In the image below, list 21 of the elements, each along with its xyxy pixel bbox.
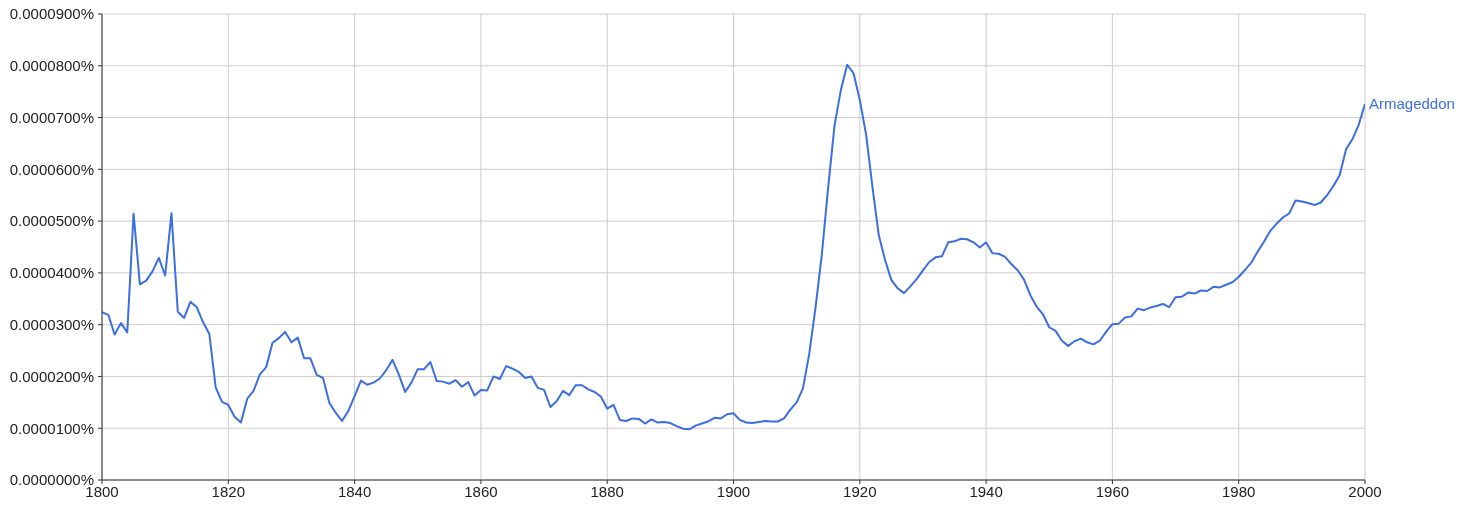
y-tick-label: 0.0000600% bbox=[9, 160, 94, 178]
x-tick-label: 1880 bbox=[590, 482, 624, 500]
line-series bbox=[102, 63, 1365, 431]
y-tick-label: 0.0000800% bbox=[9, 57, 94, 75]
x-tick-label: 1900 bbox=[716, 482, 751, 500]
x-tick-label: 1820 bbox=[211, 482, 245, 500]
series-label: Armageddon bbox=[1369, 95, 1455, 113]
x-tick-label: 1840 bbox=[337, 482, 372, 500]
x-tick-label: 1860 bbox=[464, 482, 498, 500]
y-tick-label: 0.0000500% bbox=[9, 212, 94, 230]
x-tick-label: 1980 bbox=[1222, 482, 1256, 500]
y-tick-label: 0.0000100% bbox=[9, 419, 94, 437]
y-tick-label: 0.0000400% bbox=[9, 264, 94, 282]
y-tick-label: 0.0000300% bbox=[9, 315, 94, 333]
y-tick-label: 0.0000200% bbox=[9, 367, 94, 385]
x-tick-label: 1940 bbox=[969, 482, 1003, 500]
y-tick-label: 0.0000900% bbox=[9, 5, 94, 23]
y-tick-label: 0.0000700% bbox=[9, 108, 94, 126]
x-tick-label: 1960 bbox=[1095, 482, 1130, 500]
x-tick-label: 1920 bbox=[843, 482, 877, 500]
x-tick-label: 2000 bbox=[1348, 482, 1382, 500]
